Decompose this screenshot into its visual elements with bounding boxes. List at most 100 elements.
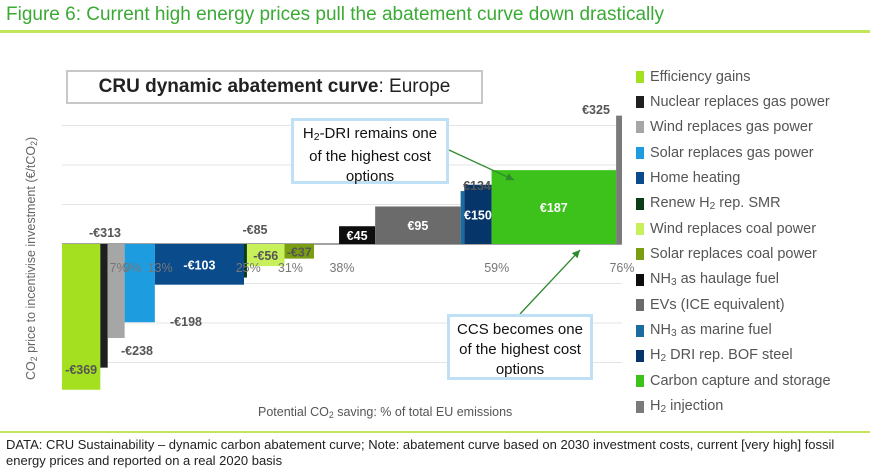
legend-label: Efficiency gains [650, 68, 751, 85]
chart-title-rest: : Europe [378, 76, 451, 97]
chart-title-bold: CRU dynamic abatement curve [98, 76, 379, 97]
bar-label-wind-replaces-coal-power: -€56 [253, 249, 278, 263]
legend-swatch [636, 223, 644, 236]
legend-swatch [636, 299, 644, 312]
legend-label: H2 injection [650, 398, 724, 416]
legend-swatch [636, 273, 644, 286]
arrow-ccs [519, 249, 581, 315]
legend-swatch [636, 400, 644, 413]
bar-nuclear-replaces-gas-power [100, 244, 108, 368]
bar-evs-ice-equivalent [375, 206, 461, 244]
legend-label: NH3 as marine fuel [650, 322, 772, 340]
legend-item-nh3-as-haulage-fuel: NH3 as haulage fuel [636, 267, 831, 292]
bar-wind-replaces-coal-power [246, 244, 285, 267]
bar-nh3-as-marine-fuel [460, 191, 465, 244]
legend-label: Wind replaces gas power [650, 119, 813, 136]
bar-solar-replaces-gas-power [124, 244, 155, 323]
chart-title-box: CRU dynamic abatement curve: Europe [66, 70, 483, 104]
legend-swatch [636, 349, 644, 362]
bar-label-nh3-as-haulage-fuel: €45 [347, 229, 368, 243]
legend-swatch [636, 197, 644, 210]
bar-efficiency-gains [62, 244, 101, 390]
x-tick-label: 25% [236, 261, 261, 275]
legend-swatch [636, 248, 644, 261]
bars [62, 115, 622, 390]
callout-ccs: CCS becomes one of the highest cost option… [447, 314, 593, 380]
legend-item-nh3-as-marine-fuel: NH3 as marine fuel [636, 318, 831, 343]
x-tick-label: 9% [123, 261, 141, 275]
bar-label-solar-replaces-gas-power: -€198 [170, 315, 202, 329]
legend-swatch [636, 172, 644, 185]
bar-label-evs-ice-equivalent: €95 [407, 219, 428, 233]
legend-swatch [636, 375, 644, 388]
legend-item-solar-replaces-gas-power: Solar replaces gas power [636, 140, 831, 165]
x-tick-labels: 7%9% 13% 25% 31% 38% 59% 76% [110, 261, 635, 275]
figure-title: Figure 6: Current high energy prices pul… [6, 4, 664, 25]
bar-label-carbon-capture-and-storage: €187 [540, 201, 568, 215]
bar-label-renew-h2-rep-smr: -€85 [242, 223, 267, 237]
bar-home-heating [154, 244, 244, 285]
callout-line: H2-DRI remains one [302, 125, 438, 143]
callout-line: CCS becomes one [457, 321, 583, 338]
bar-h2-dri-rep-bof-steel [464, 184, 492, 244]
x-tick-label: 7% [110, 261, 128, 275]
legend-item-wind-replaces-coal-power: Wind replaces coal power [636, 216, 831, 241]
x-tick-label: 59% [484, 261, 509, 275]
legend-item-carbon-capture-and-storage: Carbon capture and storage [636, 369, 831, 394]
bar-label-home-heating: -€103 [183, 258, 215, 272]
bar-nh3-as-haulage-fuel [339, 226, 376, 244]
callout-line: of the highest cost [459, 341, 581, 358]
bar-label-efficiency-gains: -€369 [65, 363, 97, 377]
x-tick-label: 76% [609, 261, 634, 275]
top-divider [0, 30, 870, 33]
bar-label-nuclear-replaces-gas-power: -€313 [89, 226, 121, 240]
bar-wind-replaces-gas-power [107, 244, 125, 339]
x-tick-label: 13% [148, 261, 173, 275]
legend-swatch [636, 324, 644, 337]
callout-line: of the highest cost [309, 148, 431, 165]
bar-carbon-capture-and-storage [491, 170, 617, 244]
x-axis-label: Potential CO2 saving: % of total EU emis… [258, 405, 513, 420]
legend-item-efficiency-gains: Efficiency gains [636, 64, 831, 89]
bar-h2-injection [616, 115, 622, 244]
bar-label-h2-injection: €325 [582, 103, 610, 117]
legend-item-home-heating: Home heating [636, 166, 831, 191]
legend-label: Home heating [650, 170, 741, 187]
legend-label: Carbon capture and storage [650, 373, 831, 390]
x-tick-label: 31% [278, 261, 303, 275]
legend-label: Renew H2 rep. SMR [650, 195, 781, 213]
legend-label: Solar replaces gas power [650, 144, 814, 161]
x-tick-label: 38% [329, 261, 354, 275]
legend-item-nuclear-replaces-gas-power: Nuclear replaces gas power [636, 89, 831, 114]
legend-item-renew-h2-rep-smr: Renew H2 rep. SMR [636, 191, 831, 216]
legend-label: EVs (ICE equivalent) [650, 297, 785, 314]
bar-renew-h2-rep-smr [244, 244, 247, 278]
legend-item-evs-ice-equivalent: EVs (ICE equivalent) [636, 293, 831, 318]
legend-item-h2-dri-rep-bof-steel: H2 DRI rep. BOF steel [636, 343, 831, 368]
bar-solar-replaces-coal-power [284, 244, 314, 259]
bar-label-nh3-as-marine-fuel: €134 [463, 179, 491, 193]
bar-labels: -€369 -€313 -€238 -€198 -€103 -€85 -€56 -€37 €45… [65, 103, 610, 377]
legend-label: NH3 as haulage fuel [650, 271, 779, 289]
legend-item-h2-injection: H2 injection [636, 394, 831, 419]
legend-label: Wind replaces coal power [650, 221, 817, 238]
legend-swatch [636, 121, 644, 134]
bar-label-h2-dri-rep-bof-steel: €150 [464, 208, 492, 222]
bar-label-solar-replaces-coal-power: -€37 [287, 245, 312, 259]
footnote: DATA: CRU Sustainability – dynamic carbo… [6, 437, 835, 468]
bar-label-wind-replaces-gas-power: -€238 [121, 344, 153, 358]
callout-arrows [448, 149, 581, 315]
legend-item-solar-replaces-coal-power: Solar replaces coal power [636, 242, 831, 267]
legend-label: Nuclear replaces gas power [650, 94, 830, 111]
legend-swatch [636, 70, 644, 83]
legend: Efficiency gains Nuclear replaces gas pow… [636, 64, 831, 419]
legend-item-wind-replaces-gas-power: Wind replaces gas power [636, 115, 831, 140]
y-axis-label: CO2 price to incentivise investment (€/t… [24, 136, 39, 380]
arrow-h2-dri [448, 149, 515, 181]
bottom-divider [0, 431, 870, 433]
callout-h2-dri: H2-DRI remains one of the highest cost opt… [291, 118, 449, 185]
callout-line: options [495, 361, 545, 378]
legend-swatch [636, 146, 644, 159]
legend-swatch [636, 96, 644, 109]
